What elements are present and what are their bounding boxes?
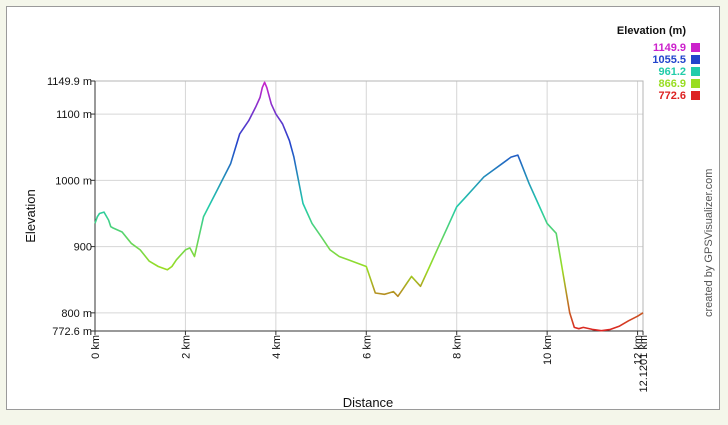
legend-swatch bbox=[691, 91, 700, 100]
y-tick-label: 1000 m bbox=[55, 175, 92, 187]
y-tick-label: 800 m bbox=[61, 308, 92, 320]
legend: Elevation (m) 1149.91055.5961.2866.9772.… bbox=[617, 25, 700, 102]
legend-entry-label: 961.2 bbox=[658, 66, 686, 78]
plot-border bbox=[94, 80, 644, 332]
x-tick-label: 12 km bbox=[633, 335, 645, 365]
elevation-chart: 772.6 m 800 m 900 1000 m 1100 m 1149.9 m 0 km… bbox=[23, 25, 715, 409]
y-axis-title: Elevation bbox=[23, 189, 38, 242]
grid-lines bbox=[95, 81, 643, 331]
x-tick-label: 8 km bbox=[452, 335, 464, 359]
chart-frame: 772.6 m 800 m 900 1000 m 1100 m 1149.9 m 0 km… bbox=[6, 6, 720, 410]
legend-swatch bbox=[691, 67, 700, 76]
legend-swatch bbox=[691, 43, 700, 52]
x-tick-label: 2 km bbox=[180, 335, 192, 359]
legend-swatch bbox=[691, 79, 700, 88]
legend-entry-label: 1149.9 bbox=[653, 42, 686, 54]
legend-title: Elevation (m) bbox=[617, 25, 686, 37]
credit-text: created by GPSVisualizer.com bbox=[703, 169, 715, 317]
y-tick-label: 900 bbox=[74, 242, 92, 254]
y-tick-label: 1149.9 m bbox=[47, 76, 92, 88]
y-tick-label: 772.6 m bbox=[52, 326, 92, 338]
legend-entry-label: 1055.5 bbox=[652, 54, 686, 66]
x-tick-label: 12.1201 km bbox=[638, 335, 650, 392]
y-tick-labels: 772.6 m 800 m 900 1000 m 1100 m 1149.9 m bbox=[47, 76, 95, 338]
y-tick-label: 1100 m bbox=[56, 109, 92, 121]
x-tick-label: 10 km bbox=[542, 335, 554, 365]
axes bbox=[94, 80, 644, 332]
x-axis-title: Distance bbox=[343, 395, 394, 409]
legend-entry-label: 772.6 bbox=[658, 90, 686, 102]
legend-swatch bbox=[691, 55, 700, 64]
x-tick-label: 4 km bbox=[271, 335, 283, 359]
x-tick-label: 6 km bbox=[361, 335, 373, 359]
legend-entry-label: 866.9 bbox=[658, 78, 686, 90]
elevation-line bbox=[94, 81, 644, 332]
x-tick-label: 0 km bbox=[90, 335, 102, 359]
